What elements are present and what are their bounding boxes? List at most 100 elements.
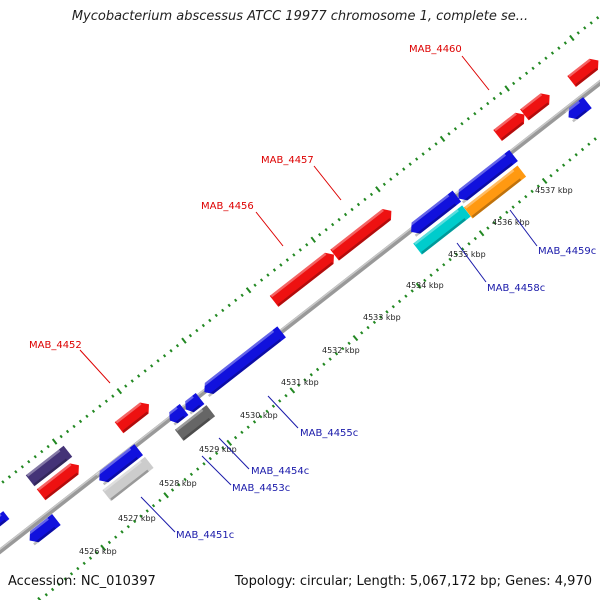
gene-mab4459c[interactable] — [463, 165, 527, 219]
outer-tick — [318, 232, 322, 237]
gene-left-fwd-1[interactable] — [36, 460, 83, 501]
gene-mab4456[interactable] — [269, 249, 339, 307]
outer-tick — [245, 287, 252, 294]
outer-tick — [305, 243, 309, 247]
gene-label-mab4456[interactable]: MAB_4456 — [201, 201, 254, 212]
tick-label-4533: 4533 kbp — [363, 313, 401, 322]
tick-track-outer — [1, 16, 600, 484]
outer-tick — [563, 41, 567, 45]
gene-mab4455c[interactable] — [200, 326, 286, 398]
gene-mab4453c-b[interactable] — [182, 392, 205, 415]
gene-label-mab4451c[interactable]: MAB_4451c — [176, 530, 234, 541]
gene-label-mab4455c[interactable]: MAB_4455c — [300, 428, 358, 439]
gene-mab4459c-a[interactable] — [454, 149, 518, 204]
inner-tick — [88, 556, 93, 560]
outer-tick — [214, 313, 218, 318]
tick-label-4530: 4530 kbp — [240, 411, 278, 420]
outer-tick — [1, 480, 5, 484]
inner-tick — [404, 294, 408, 298]
gene-label-mab4454c[interactable]: MAB_4454c — [251, 466, 309, 477]
outer-tick — [363, 197, 367, 202]
outer-tick — [143, 369, 147, 373]
gene-right-rev[interactable] — [564, 97, 592, 123]
outer-tick — [124, 384, 128, 388]
inner-tick — [541, 177, 548, 185]
gene-label-mab4452[interactable]: MAB_4452 — [29, 340, 82, 351]
genome-summary: Topology: circular; Length: 5,067,172 bp… — [234, 574, 592, 589]
outer-tick — [331, 222, 335, 227]
inner-tick — [415, 282, 422, 289]
inner-tick — [284, 393, 288, 398]
gene-label-mab4457[interactable]: MAB_4457 — [261, 155, 314, 166]
inner-tick — [158, 498, 162, 503]
gene-mab4451c-shadow[interactable] — [102, 456, 154, 502]
chromosome-backbone-highlight — [0, 79, 600, 551]
inner-tick — [385, 310, 389, 314]
outer-tick — [324, 227, 328, 232]
gene-mab4452[interactable] — [114, 399, 154, 434]
outer-tick — [479, 106, 483, 111]
inner-tick — [429, 273, 433, 277]
inner-tick — [289, 387, 296, 394]
gene-left-purple[interactable] — [25, 445, 73, 487]
outer-tick — [65, 429, 70, 434]
outer-tick — [27, 459, 31, 464]
outer-tick — [272, 268, 277, 272]
inner-tick — [259, 414, 263, 419]
outer-tick — [337, 217, 341, 222]
gene-label-mab4460[interactable]: MAB_4460 — [409, 44, 462, 55]
outer-tick — [150, 364, 154, 368]
gene-mab4453c-a[interactable] — [166, 403, 189, 426]
gene-track — [0, 55, 600, 546]
outer-tick — [550, 51, 555, 55]
gene-mab4460-b[interactable] — [520, 90, 554, 121]
gene-label-mab4458c[interactable]: MAB_4458c — [487, 283, 545, 294]
outer-tick — [369, 192, 374, 197]
inner-tick — [177, 483, 181, 487]
tick-label-4534: 4534 kbp — [406, 281, 444, 290]
gene-mab4451c[interactable] — [95, 444, 144, 486]
outer-tick — [402, 167, 406, 171]
inner-tick — [347, 341, 351, 346]
inner-tick — [226, 439, 233, 446]
inner-tick — [163, 492, 169, 499]
gene-mab4458c[interactable] — [413, 205, 471, 255]
outer-tick — [537, 61, 542, 65]
inner-tick — [410, 289, 414, 293]
gene-edge-rev[interactable] — [0, 511, 10, 529]
outer-tick — [59, 434, 63, 439]
inner-tick — [574, 153, 578, 157]
outer-tick — [162, 354, 167, 358]
gene-label-mab4459c[interactable]: MAB_4459c — [538, 246, 596, 257]
gene-label-mab4453c[interactable]: MAB_4453c — [232, 483, 290, 494]
outer-tick — [504, 85, 510, 92]
outer-tick — [569, 34, 575, 42]
leader-line-mab4452 — [79, 349, 111, 384]
outer-tick — [473, 111, 477, 116]
inner-tick — [397, 299, 402, 304]
outer-tick — [596, 16, 600, 20]
gene-mab4457[interactable] — [330, 205, 395, 261]
inner-tick — [568, 158, 572, 162]
outer-tick — [486, 101, 490, 106]
inner-tick — [82, 561, 86, 566]
gene-mab4454c[interactable] — [174, 405, 216, 441]
inner-tick — [57, 582, 61, 587]
gene-left-rev[interactable] — [25, 514, 61, 546]
gene-mab4458c-a[interactable] — [407, 190, 462, 238]
inner-tick — [473, 236, 477, 241]
inner-tick — [486, 226, 490, 230]
gene-right-fwd[interactable] — [567, 55, 600, 87]
inner-tick — [95, 551, 99, 555]
outer-tick — [356, 202, 361, 207]
inner-tick — [100, 544, 106, 551]
outer-tick — [544, 56, 548, 60]
leader-line-mab4458c — [456, 242, 487, 283]
gene-mab4460-a[interactable] — [493, 109, 528, 141]
inner-tick — [120, 530, 124, 534]
inner-tick — [555, 168, 559, 173]
outer-tick — [499, 91, 503, 96]
outer-tick — [98, 404, 102, 408]
inner-tick — [233, 435, 238, 440]
